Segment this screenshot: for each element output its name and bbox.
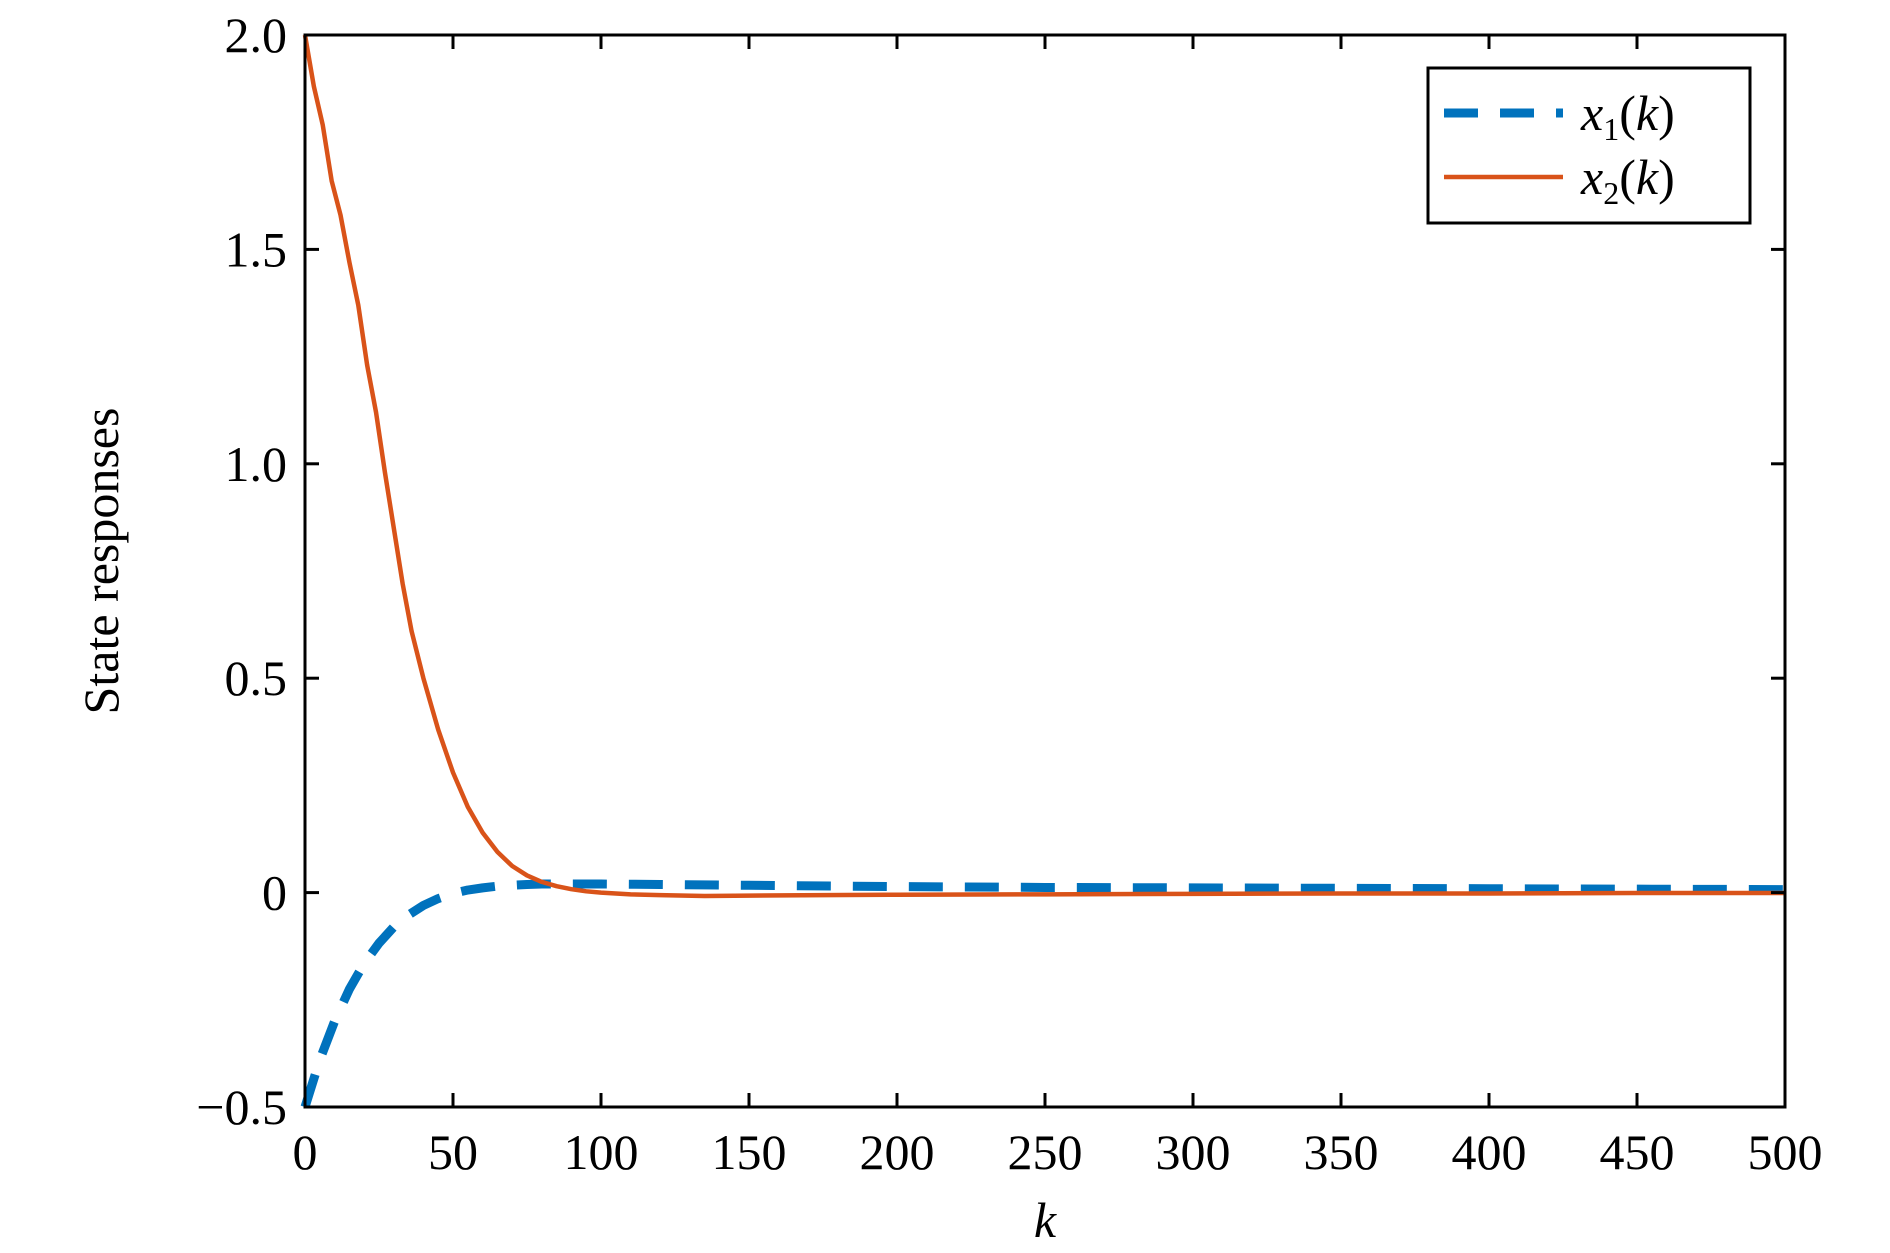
x-tick-label: 0	[293, 1124, 318, 1180]
legend: x1(k)x2(k)	[1426, 66, 1752, 225]
y-tick-label: 1.0	[225, 436, 288, 492]
x-tick-label: 500	[1748, 1124, 1823, 1180]
x-tick-label: 350	[1304, 1124, 1379, 1180]
y-axis-label: State responses	[73, 408, 129, 715]
legend-entries: x1(k)x2(k)	[1444, 85, 1675, 211]
y-tick-label: 0.5	[225, 650, 288, 706]
y-tick-label: 2.0	[225, 7, 288, 63]
x-axis-label: k	[1034, 1192, 1057, 1248]
legend-entry-1: x1(k)	[1444, 85, 1675, 147]
y-tick-label: 1.5	[225, 221, 288, 277]
series-layer	[300, 34, 1786, 1109]
series-line-1	[300, 879, 1786, 1109]
legend-box	[1426, 66, 1752, 225]
x-tick-label: 250	[1008, 1124, 1083, 1180]
x-tick-label: 150	[712, 1124, 787, 1180]
x-tick-label: 300	[1156, 1124, 1231, 1180]
legend-label: x2(k)	[1580, 149, 1675, 211]
series-line-2	[302, 34, 1785, 899]
x-tick-label: 50	[428, 1124, 478, 1180]
legend-label: x1(k)	[1580, 85, 1675, 147]
legend-entry-2: x2(k)	[1444, 149, 1675, 211]
x-tick-label: 450	[1600, 1124, 1675, 1180]
ticks-layer	[303, 33, 1787, 1109]
x-tick-label: 200	[860, 1124, 935, 1180]
x-tick-label: 100	[564, 1124, 639, 1180]
tick-labels-layer: 0 50 100 150 200 250 300 350 400 450 500−0.500.51.…	[196, 7, 1822, 1180]
y-tick-label: −0.5	[196, 1079, 287, 1135]
x-tick-label: 400	[1452, 1124, 1527, 1180]
y-tick-label: 0	[262, 865, 287, 921]
